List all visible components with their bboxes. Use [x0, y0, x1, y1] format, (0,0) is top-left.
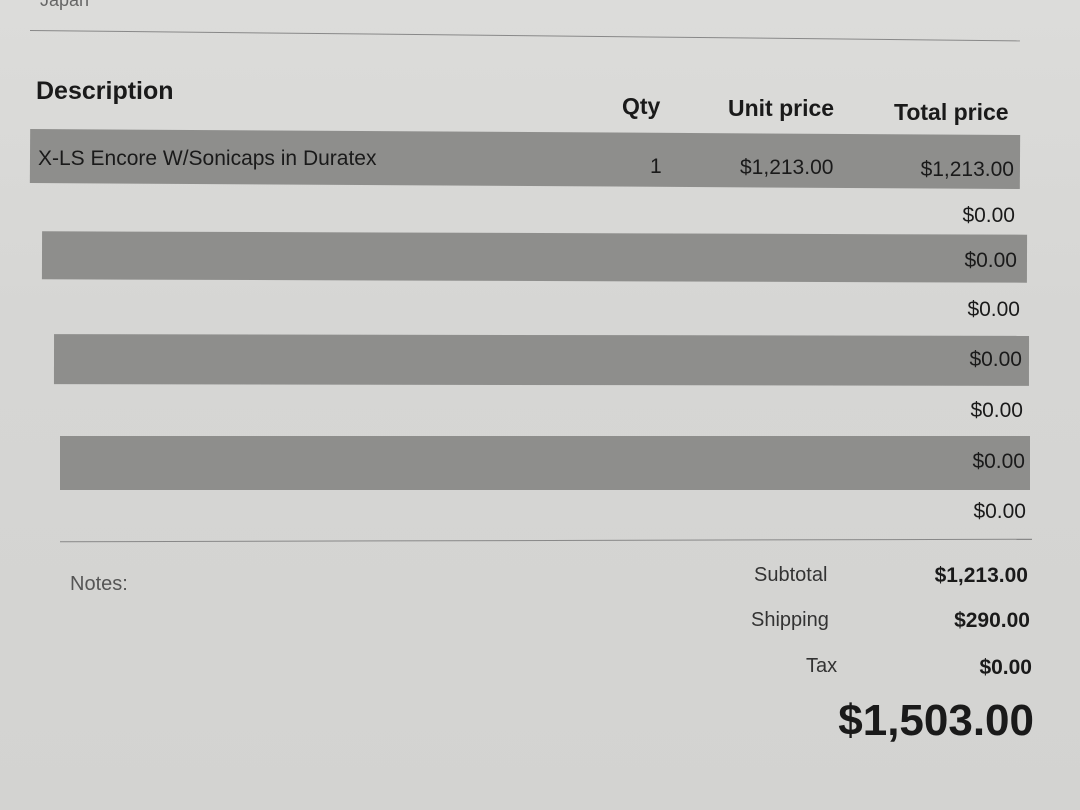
- divider: [29, 30, 1020, 42]
- item-total-price: $0.00: [967, 298, 1020, 321]
- notes-label: Notes:: [70, 573, 128, 595]
- divider: [60, 538, 1032, 543]
- shipping-value: $290.00: [954, 609, 1030, 632]
- item-total-price: $1,213.00: [920, 158, 1014, 181]
- row-band: [60, 436, 1030, 490]
- header-unit-price: Unit price: [728, 95, 835, 121]
- tax-value: $0.00: [979, 656, 1032, 679]
- item-total-price: $0.00: [964, 249, 1017, 272]
- tax-label: Tax: [806, 655, 838, 677]
- item-total-price: $0.00: [970, 399, 1023, 422]
- country: Japan: [40, 0, 90, 10]
- item-total-price: $0.00: [962, 204, 1015, 227]
- item-description: X-LS Encore W/Sonicaps in Duratex: [38, 147, 377, 170]
- item-total-price: $0.00: [973, 500, 1026, 523]
- header-total-price: Total price: [894, 99, 1009, 125]
- item-qty: 1: [650, 155, 662, 178]
- item-total-price: $0.00: [972, 450, 1025, 473]
- grand-total: $1,503.00: [838, 696, 1034, 745]
- item-total-price: $0.00: [969, 348, 1022, 371]
- shipping-label: Shipping: [751, 609, 829, 631]
- item-unit-price: $1,213.00: [740, 156, 834, 179]
- header-description: Description: [36, 77, 174, 105]
- header-qty: Qty: [622, 93, 661, 119]
- subtotal-value: $1,213.00: [934, 564, 1028, 587]
- subtotal-label: Subtotal: [754, 564, 828, 586]
